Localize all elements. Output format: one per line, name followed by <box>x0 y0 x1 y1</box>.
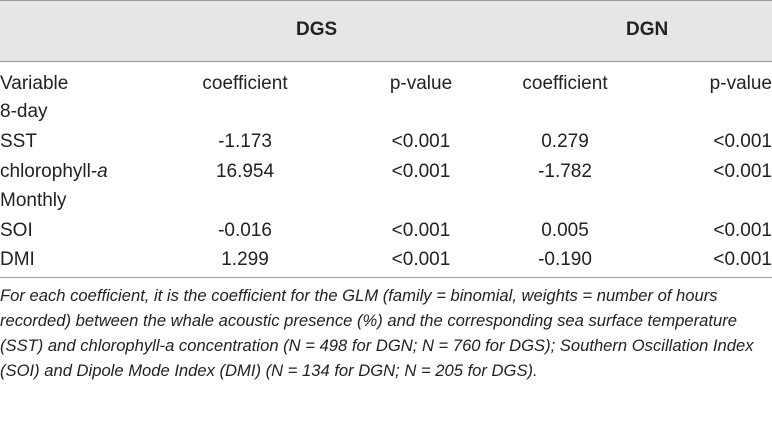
row-dmi-dgn-pvalue: <0.001 <box>713 249 772 270</box>
top-rule <box>0 0 772 1</box>
row-dmi-dgs-pvalue: <0.001 <box>391 249 451 270</box>
row-dmi-variable: DMI <box>0 249 35 270</box>
row-sst-dgn-pvalue: <0.001 <box>713 131 772 152</box>
row-dmi-dgs-coefficient: 1.299 <box>221 249 269 270</box>
row-soi-dgn-pvalue: <0.001 <box>713 220 772 241</box>
row-sst-variable: SST <box>0 131 37 152</box>
row-soi-dgs-coefficient: -0.016 <box>218 220 272 241</box>
column-header-dgn-pvalue: p-value <box>709 73 772 94</box>
row-dmi-dgn-coefficient: -0.190 <box>538 249 592 270</box>
column-header-dgs-coefficient: coefficient <box>202 73 288 94</box>
section-label-8-day: 8-day <box>0 101 48 122</box>
group-header-dgs: DGS <box>296 19 338 40</box>
row-soi-dgs-pvalue: <0.001 <box>391 220 451 241</box>
group-header-dgn: DGN <box>626 19 669 40</box>
section-label-monthly: Monthly <box>0 190 67 211</box>
row-chlorophyll-dgs-pvalue: <0.001 <box>391 161 451 182</box>
chlorophyll-italic-a: a <box>97 161 108 182</box>
row-soi-variable: SOI <box>0 220 33 241</box>
table-header-background <box>0 1 772 61</box>
column-header-dgn-coefficient: coefficient <box>522 73 608 94</box>
row-chlorophyll-variable: chlorophyll-a <box>0 160 108 184</box>
column-header-dgs-pvalue: p-value <box>389 73 453 94</box>
row-chlorophyll-dgn-coefficient: -1.782 <box>538 161 592 182</box>
row-sst-dgn-coefficient: 0.279 <box>541 131 589 152</box>
row-sst-dgs-pvalue: <0.001 <box>391 131 451 152</box>
bottom-rule <box>0 277 772 278</box>
row-soi-dgn-coefficient: 0.005 <box>541 220 589 241</box>
chlorophyll-prefix: chlorophyll- <box>0 161 98 182</box>
row-sst-dgs-coefficient: -1.173 <box>218 131 272 152</box>
row-chlorophyll-dgn-pvalue: <0.001 <box>713 161 772 182</box>
header-rule <box>0 61 772 62</box>
row-chlorophyll-dgs-coefficient: 16.954 <box>215 161 275 182</box>
column-header-variable: Variable <box>0 73 69 94</box>
table-footnote: For each coefficient, it is the coeffici… <box>0 286 754 380</box>
